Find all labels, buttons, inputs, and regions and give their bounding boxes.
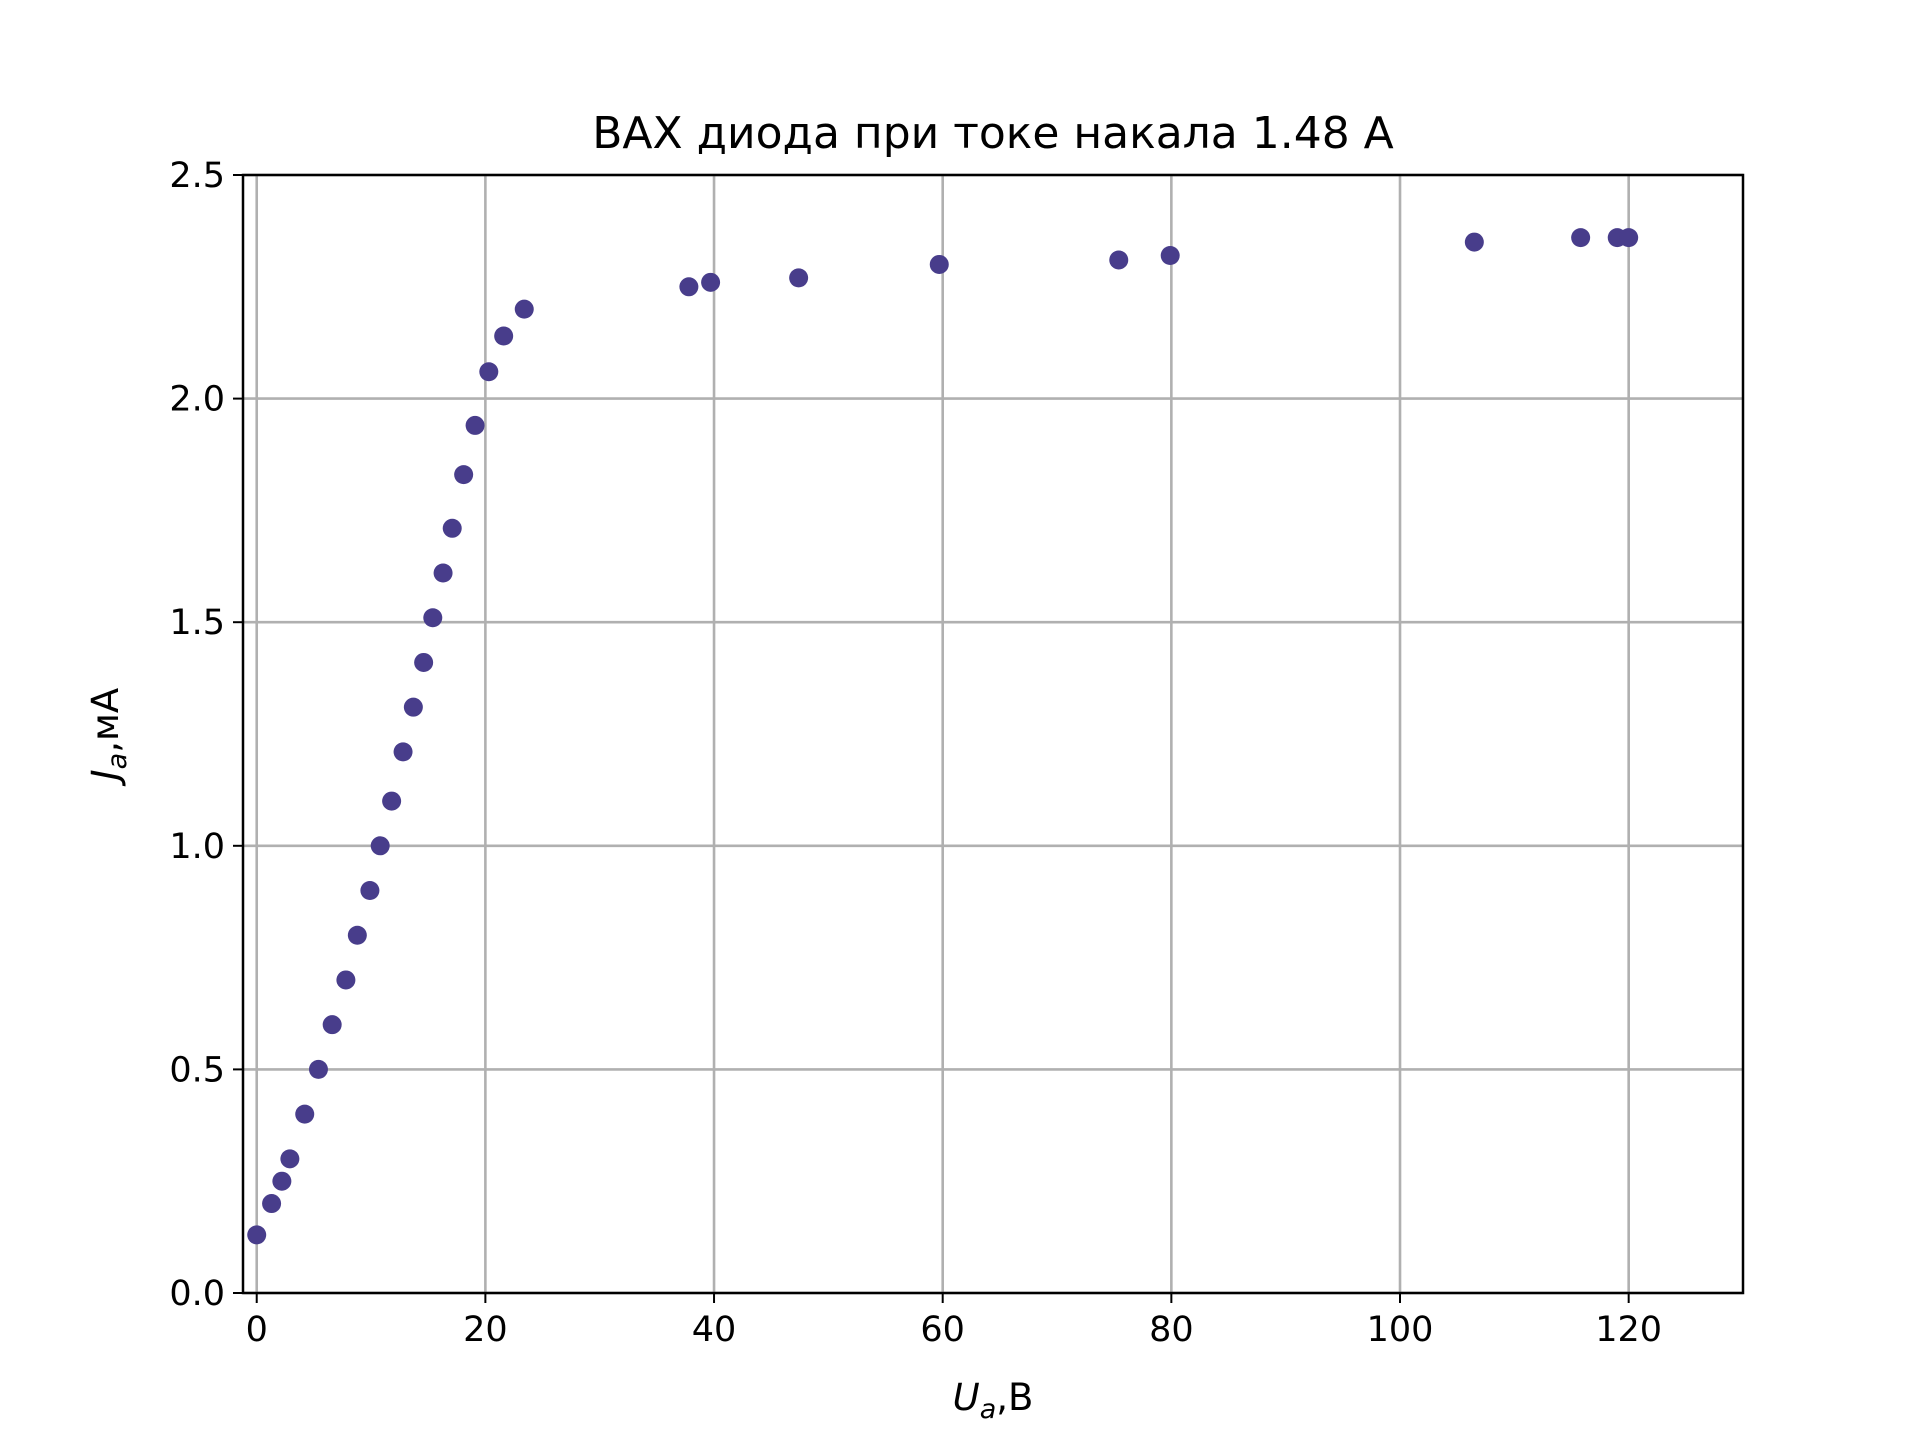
data-point	[382, 791, 402, 811]
data-point	[262, 1194, 282, 1214]
data-point	[403, 697, 423, 717]
y-tick-label: 2.0	[169, 380, 225, 420]
y-tick-label: 1.5	[169, 603, 225, 643]
data-point	[1571, 228, 1591, 248]
data-point	[494, 326, 514, 346]
x-tick-label: 60	[920, 1310, 965, 1350]
data-point	[336, 970, 356, 990]
x-tick-label: 20	[463, 1310, 508, 1350]
grid	[243, 173, 1743, 1295]
x-tick-label: 40	[692, 1310, 737, 1350]
y-axis-label-unit: ,мА	[84, 688, 127, 753]
data-point	[322, 1015, 342, 1035]
data-point	[679, 277, 699, 297]
data-point	[347, 925, 367, 945]
x-tick-label: 120	[1595, 1310, 1662, 1350]
data-point	[442, 518, 462, 538]
y-tick-label: 1.0	[169, 827, 225, 867]
x-axis-label-unit: ,В	[996, 1376, 1033, 1419]
data-point	[929, 254, 949, 274]
x-axis-label: Ua,В	[953, 1376, 1034, 1425]
data-point	[479, 362, 499, 382]
data-point	[280, 1149, 300, 1169]
data-point	[295, 1104, 315, 1124]
data-point	[1160, 245, 1180, 265]
x-axis-label-sub: a	[980, 1394, 997, 1425]
x-tick-label: 100	[1367, 1310, 1434, 1350]
data-point	[465, 415, 485, 435]
y-tick-label: 0.0	[169, 1274, 225, 1314]
data-points	[247, 228, 1639, 1245]
data-point	[247, 1225, 267, 1245]
data-point	[370, 836, 390, 856]
y-axis-label-main: J	[84, 769, 127, 787]
x-tick-label: 80	[1149, 1310, 1194, 1350]
data-point	[308, 1059, 328, 1079]
axis-ticks: 0 20 40 60 80 100 120 0.0 0.5 1.0 1.5 2.0 2.5	[169, 156, 1662, 1350]
data-point	[1619, 228, 1639, 248]
data-point	[1464, 232, 1484, 252]
data-point	[360, 881, 380, 901]
data-point	[514, 299, 534, 319]
data-point	[789, 268, 809, 288]
data-point	[272, 1171, 292, 1191]
plot-frame	[241, 173, 1745, 1295]
chart-title: ВАХ диода при токе накала 1.48 А	[592, 108, 1394, 159]
data-point	[1109, 250, 1129, 270]
data-point	[433, 563, 453, 583]
x-tick-label: 0	[246, 1310, 268, 1350]
data-point	[393, 742, 413, 762]
data-point	[414, 652, 434, 672]
data-point	[454, 465, 474, 485]
y-axis-label: Ja,мА	[84, 688, 133, 787]
y-axis-label-sub: a	[102, 753, 133, 770]
y-tick-label: 2.5	[169, 156, 225, 196]
y-tick-label: 0.5	[169, 1050, 225, 1090]
data-point	[423, 608, 443, 628]
data-point	[701, 272, 721, 292]
x-axis-label-main: U	[953, 1376, 980, 1419]
